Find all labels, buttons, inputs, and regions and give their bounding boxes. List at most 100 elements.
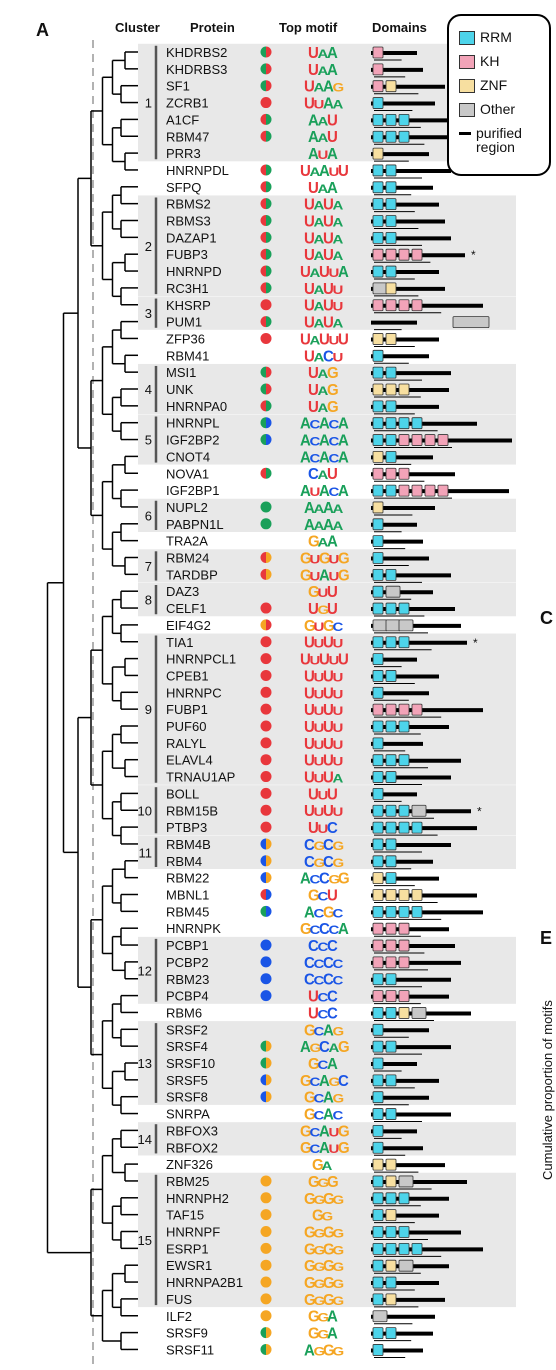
domain-box bbox=[372, 1209, 384, 1222]
domain-box bbox=[385, 265, 397, 278]
motif-letter: U bbox=[323, 196, 334, 213]
class-dot-half bbox=[260, 97, 266, 109]
motif-letter: C bbox=[323, 853, 334, 870]
motif-letter: A bbox=[310, 266, 321, 279]
class-dot-half bbox=[266, 1091, 272, 1103]
domain-box bbox=[385, 956, 397, 969]
cluster-band bbox=[138, 549, 516, 583]
domain-box bbox=[385, 248, 397, 261]
motif-letter: A bbox=[323, 1089, 334, 1106]
motif-letter: G bbox=[314, 1277, 326, 1290]
motif-letter: C bbox=[333, 974, 344, 987]
motif-letter: C bbox=[310, 452, 321, 465]
motif-letter: G bbox=[323, 904, 335, 921]
domain-box bbox=[372, 518, 384, 531]
protein-name: RBM41 bbox=[166, 348, 209, 363]
domain-box bbox=[385, 366, 397, 379]
domain-box bbox=[385, 484, 397, 497]
domain-box bbox=[372, 333, 384, 345]
protein-name: RBMS3 bbox=[166, 214, 211, 229]
class-dot-half bbox=[260, 181, 266, 193]
cluster-number: 2 bbox=[145, 239, 152, 254]
motif-letter: A bbox=[333, 317, 344, 330]
motif-letter: C bbox=[333, 957, 344, 970]
motif-letter: G bbox=[338, 870, 350, 887]
domain-box bbox=[398, 939, 410, 952]
domain-box bbox=[398, 905, 410, 918]
protein-name: RBM4B bbox=[166, 837, 211, 852]
motif-letter: A bbox=[304, 904, 315, 921]
domain-box bbox=[385, 905, 397, 918]
domain-box bbox=[385, 703, 397, 716]
class-dot-half bbox=[260, 198, 266, 210]
domain-box bbox=[385, 450, 397, 463]
motif-letter: G bbox=[308, 533, 320, 550]
class-dot-half bbox=[260, 113, 266, 125]
motif-letter: U bbox=[304, 702, 315, 719]
class-dot-half bbox=[260, 215, 266, 226]
domain-box bbox=[385, 1007, 397, 1019]
motif-letter: G bbox=[312, 1207, 324, 1224]
motif-letter: A bbox=[318, 115, 329, 128]
motif-letter: C bbox=[310, 418, 321, 431]
domain-box bbox=[385, 990, 397, 1002]
protein-name: ELAVL4 bbox=[166, 753, 213, 768]
motif-letter: G bbox=[308, 584, 320, 601]
protein-name: NOVA1 bbox=[166, 466, 209, 481]
motif-letter: U bbox=[308, 988, 319, 1005]
protein-name: HNRNPCL1 bbox=[166, 652, 236, 667]
legend-other: Other bbox=[459, 100, 515, 118]
motif-letter: G bbox=[323, 1258, 335, 1275]
class-dot-half bbox=[260, 889, 266, 900]
motif-letter: U bbox=[304, 685, 315, 702]
class-dot bbox=[260, 1226, 272, 1237]
domain-box bbox=[372, 1175, 384, 1188]
class-dot-half bbox=[266, 434, 272, 446]
domain-box bbox=[411, 299, 423, 312]
motif-letter: U bbox=[327, 129, 338, 146]
protein-name: RBFOX3 bbox=[166, 1123, 218, 1138]
motif-letter: G bbox=[323, 618, 335, 635]
protein-name: ZFP36 bbox=[166, 331, 205, 346]
motif-letter: U bbox=[304, 752, 315, 769]
motif-letter: G bbox=[323, 1292, 335, 1309]
motif-letter: U bbox=[318, 148, 329, 161]
motif-letter: C bbox=[310, 1143, 321, 1156]
class-dot-half bbox=[260, 467, 266, 479]
domain-box bbox=[398, 1259, 414, 1272]
domain-box bbox=[398, 467, 410, 480]
domain-box bbox=[437, 434, 449, 446]
domain-box bbox=[372, 282, 388, 295]
domain-box bbox=[385, 1259, 397, 1272]
protein-name: EIF4G2 bbox=[166, 618, 211, 633]
class-dot-half bbox=[266, 282, 272, 294]
legend-other-label: Other bbox=[480, 101, 516, 117]
motif-letter: G bbox=[333, 81, 345, 94]
domain-box bbox=[372, 299, 384, 312]
class-dot bbox=[260, 754, 272, 766]
motif-letter: G bbox=[338, 550, 350, 567]
motif-letter: U bbox=[300, 264, 311, 281]
domain-box bbox=[372, 905, 384, 918]
protein-name: TIA1 bbox=[166, 635, 193, 650]
domain-box bbox=[452, 316, 490, 329]
cluster-band bbox=[138, 835, 516, 869]
motif-letter: A bbox=[310, 165, 321, 178]
motif-letter: U bbox=[327, 887, 338, 904]
motif-letter: C bbox=[323, 837, 334, 854]
right-axis-label: Cumulative proportion of motifs bbox=[540, 1000, 555, 1180]
motif-letter: A bbox=[300, 1039, 311, 1056]
class-dot-half bbox=[266, 97, 272, 109]
domain-box bbox=[372, 670, 384, 682]
motif-letter: A bbox=[318, 182, 329, 195]
class-dot-half bbox=[266, 46, 272, 58]
domain-box bbox=[424, 484, 436, 497]
motif-letter: G bbox=[314, 1261, 326, 1274]
motif-letter: A bbox=[333, 216, 344, 229]
cluster-number: 10 bbox=[138, 803, 152, 818]
motif-letter: U bbox=[304, 769, 315, 786]
domain-box bbox=[372, 872, 384, 885]
domain-box bbox=[372, 1108, 384, 1120]
domain-box bbox=[372, 737, 384, 750]
